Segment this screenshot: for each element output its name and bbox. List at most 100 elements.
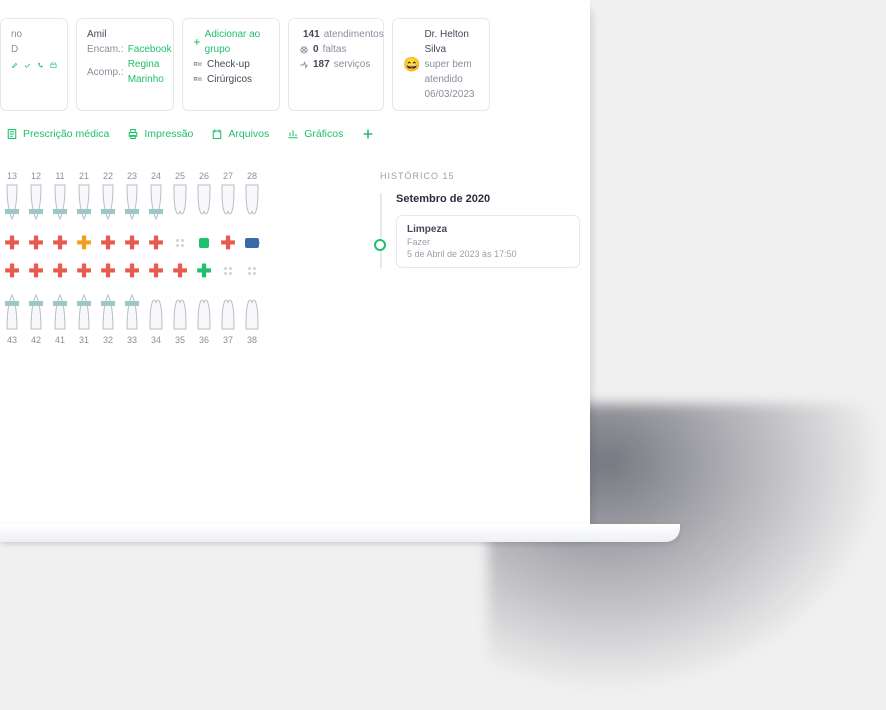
tooth-marker-plus[interactable]: ✚ <box>124 234 139 252</box>
history-month: Setembro de 2020 <box>396 193 580 205</box>
tooth-number: 36 <box>192 335 216 345</box>
acomp-value[interactable]: Regina Marinho <box>128 57 164 87</box>
tooth-marker-plus[interactable]: ✚ <box>148 262 163 280</box>
groups-card: Adicionar ao grupo Check-up Cirúrgicos <box>182 18 280 111</box>
tooth-number: 24 <box>144 171 168 181</box>
stats-card: 141 atendimentos 0 faltas 187 serviços <box>288 18 384 111</box>
tooth[interactable] <box>120 183 144 225</box>
tooth[interactable] <box>72 289 96 331</box>
tooth-marker-plus[interactable]: ✚ <box>52 262 67 280</box>
stat-3-count: 187 <box>313 57 330 72</box>
history-card-title: Limpeza <box>407 224 569 235</box>
check-icon[interactable] <box>24 59 31 69</box>
stat-2-label: faltas <box>323 42 347 57</box>
archive-icon[interactable] <box>50 59 57 69</box>
tooth[interactable] <box>48 289 72 331</box>
tooth[interactable] <box>192 183 216 225</box>
tooth-number: 23 <box>120 171 144 181</box>
review-doctor: Dr. Helton Silva <box>424 27 479 57</box>
tooth-number: 38 <box>240 335 264 345</box>
history-card[interactable]: Limpeza Fazer 5 de Abril de 2023 às 17:5… <box>396 215 580 268</box>
tooth-marker-plus[interactable]: ✚ <box>100 262 115 280</box>
tooth-marker-camera-icon[interactable] <box>245 238 259 248</box>
tooth-marker-plus[interactable]: ✚ <box>52 234 67 252</box>
tooth-number: 11 <box>48 171 72 181</box>
tab-charts-label: Gráficos <box>304 128 343 140</box>
tooth[interactable] <box>144 289 168 331</box>
tab-prescription-label: Prescrição médica <box>23 128 109 140</box>
tooth-number: 33 <box>120 335 144 345</box>
tab-prescription[interactable]: Prescrição médica <box>6 128 109 140</box>
tooth[interactable] <box>24 183 48 225</box>
tooth-number: 21 <box>72 171 96 181</box>
add-group-label: Adicionar ao grupo <box>205 27 269 57</box>
tooth[interactable] <box>240 183 264 225</box>
tooth[interactable] <box>0 289 24 331</box>
timeline-dot-icon <box>374 239 386 251</box>
tooth-marker-plus[interactable]: ✚ <box>4 234 19 252</box>
group-item-1[interactable]: Check-up <box>193 57 269 72</box>
tooth[interactable] <box>24 289 48 331</box>
tooth[interactable] <box>168 289 192 331</box>
tooth-marker-plus[interactable]: ✚ <box>220 234 235 252</box>
patient-mini-card: no D <box>0 18 68 111</box>
encam-value[interactable]: Facebook <box>128 42 172 57</box>
tooth[interactable] <box>96 289 120 331</box>
tab-charts[interactable]: Gráficos <box>287 128 343 140</box>
upper-marker-row: ✚ ✚ ✚ ✚ ✚ ✚ ✚ ✚ <box>0 233 360 253</box>
tooth[interactable] <box>216 183 240 225</box>
tooth-number: 34 <box>144 335 168 345</box>
tooth[interactable] <box>144 183 168 225</box>
upper-teeth-numbers: 1312112122232425262728 <box>0 171 360 181</box>
tooth[interactable] <box>240 289 264 331</box>
tooth-marker-plus[interactable]: ✚ <box>124 262 139 280</box>
tooth-marker-dots[interactable] <box>224 267 232 275</box>
tooth-marker-plus[interactable]: ✚ <box>196 262 211 280</box>
tooth-marker-plus[interactable]: ✚ <box>148 234 163 252</box>
tooth-marker-plus[interactable]: ✚ <box>28 262 43 280</box>
review-note: super bem atendido <box>424 57 479 87</box>
tooth-number: 26 <box>192 171 216 181</box>
tooth-number: 28 <box>240 171 264 181</box>
review-card: 😄 Dr. Helton Silva super bem atendido 06… <box>392 18 490 111</box>
odontogram: 1312112122232425262728 ✚✚✚✚✚✚✚✚ <box>0 171 360 345</box>
edit-icon[interactable] <box>11 59 18 69</box>
document-tabs: Prescrição médica Impressão Arquivos Grá… <box>0 121 590 151</box>
history-title: HISTÓRICO 15 <box>380 171 580 181</box>
stat-2-count: 0 <box>313 42 319 57</box>
group-item-2[interactable]: Cirúrgicos <box>193 72 269 87</box>
tooth[interactable] <box>120 289 144 331</box>
tooth[interactable] <box>96 183 120 225</box>
tooth[interactable] <box>0 183 24 225</box>
tooth[interactable] <box>192 289 216 331</box>
tooth-number: 35 <box>168 335 192 345</box>
tab-print[interactable]: Impressão <box>127 128 193 140</box>
add-to-group[interactable]: Adicionar ao grupo <box>193 27 269 57</box>
tooth-marker-plus[interactable]: ✚ <box>76 234 91 252</box>
tooth-marker-plus[interactable]: ✚ <box>172 262 187 280</box>
tooth-marker-plus[interactable]: ✚ <box>28 234 43 252</box>
add-tab-button[interactable] <box>361 127 375 141</box>
tooth[interactable] <box>48 183 72 225</box>
tooth-marker-square[interactable] <box>199 238 209 248</box>
tooth-marker-plus[interactable]: ✚ <box>4 262 19 280</box>
tooth-marker-dots[interactable] <box>176 239 184 247</box>
tooth[interactable] <box>168 183 192 225</box>
group-1-label: Check-up <box>207 57 250 72</box>
phone-icon[interactable] <box>37 59 44 69</box>
tooth-number: 42 <box>24 335 48 345</box>
tooth-number: 12 <box>24 171 48 181</box>
tab-files[interactable]: Arquivos <box>211 128 269 140</box>
tooth-number: 31 <box>72 335 96 345</box>
review-date: 06/03/2023 <box>424 87 479 102</box>
tooth[interactable] <box>216 289 240 331</box>
group-2-label: Cirúrgicos <box>207 72 252 87</box>
tooth[interactable] <box>72 183 96 225</box>
tooth-marker-plus[interactable]: ✚ <box>100 234 115 252</box>
info-cards-row: no D Amil Encam.: Facebook Acomp.: Regin <box>0 18 590 121</box>
tooth-marker-dots[interactable] <box>248 267 256 275</box>
laptop-screen: no D Amil Encam.: Facebook Acomp.: Regin <box>0 0 590 540</box>
tooth-marker-plus[interactable]: ✚ <box>76 262 91 280</box>
stat-1-count: 141 <box>303 27 320 42</box>
history-panel: HISTÓRICO 15 Setembro de 2020 Limpeza Fa… <box>380 171 580 345</box>
